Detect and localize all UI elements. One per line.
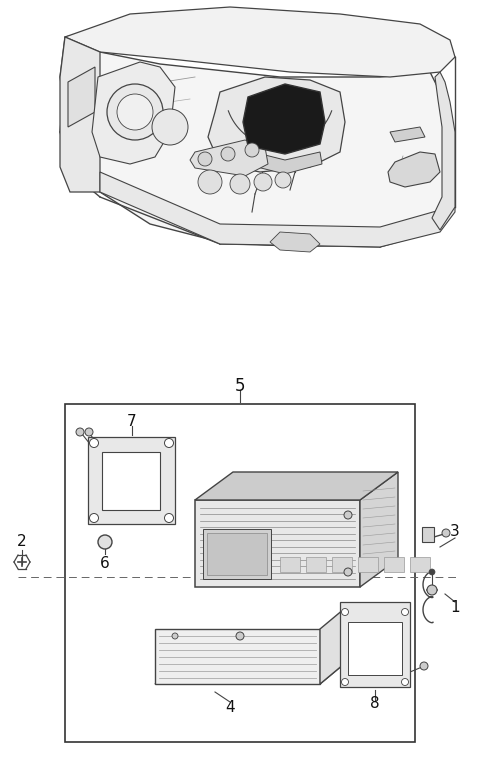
Polygon shape <box>88 437 175 524</box>
Bar <box>358 557 378 572</box>
Polygon shape <box>92 62 175 164</box>
Circle shape <box>117 94 153 130</box>
Bar <box>207 533 267 575</box>
Polygon shape <box>155 629 320 684</box>
Polygon shape <box>68 67 95 127</box>
Polygon shape <box>243 84 325 154</box>
Text: 5: 5 <box>235 377 245 395</box>
Circle shape <box>442 529 450 537</box>
Circle shape <box>198 152 212 166</box>
Circle shape <box>344 568 352 576</box>
Text: 7: 7 <box>127 415 137 429</box>
Polygon shape <box>270 232 320 252</box>
Circle shape <box>198 170 222 194</box>
Polygon shape <box>360 472 398 587</box>
Text: 2: 2 <box>17 534 27 550</box>
Bar <box>65 404 415 742</box>
Polygon shape <box>340 602 410 687</box>
Polygon shape <box>155 659 350 684</box>
Bar <box>203 529 271 579</box>
Text: 8: 8 <box>370 696 380 712</box>
Circle shape <box>165 438 173 448</box>
Circle shape <box>401 608 408 615</box>
Text: 4: 4 <box>225 699 235 715</box>
Circle shape <box>98 535 112 549</box>
Polygon shape <box>102 452 160 510</box>
Circle shape <box>341 679 348 686</box>
Text: 1: 1 <box>450 600 460 615</box>
Polygon shape <box>320 604 350 684</box>
Text: 3: 3 <box>450 524 460 540</box>
Circle shape <box>107 84 163 140</box>
Polygon shape <box>100 172 455 247</box>
Polygon shape <box>195 500 360 587</box>
Circle shape <box>236 632 244 640</box>
Text: 6: 6 <box>100 557 110 571</box>
Circle shape <box>401 679 408 686</box>
Circle shape <box>152 109 188 145</box>
Bar <box>306 557 326 572</box>
Bar <box>384 557 404 572</box>
Polygon shape <box>195 472 398 500</box>
Circle shape <box>230 174 250 194</box>
Bar <box>422 527 434 542</box>
Bar <box>332 557 352 572</box>
Polygon shape <box>348 622 402 675</box>
Polygon shape <box>388 152 440 187</box>
Circle shape <box>165 513 173 523</box>
Circle shape <box>429 569 435 575</box>
Circle shape <box>341 608 348 615</box>
Polygon shape <box>208 77 345 172</box>
Bar <box>410 557 430 572</box>
Polygon shape <box>60 37 100 192</box>
Circle shape <box>420 662 428 670</box>
Polygon shape <box>390 127 425 142</box>
Polygon shape <box>190 140 268 176</box>
Polygon shape <box>245 150 322 174</box>
Circle shape <box>172 633 178 639</box>
Circle shape <box>85 428 93 436</box>
Polygon shape <box>432 72 455 230</box>
Circle shape <box>245 143 259 157</box>
Circle shape <box>344 511 352 519</box>
Circle shape <box>275 172 291 188</box>
Polygon shape <box>65 7 455 77</box>
Bar <box>280 557 300 572</box>
Polygon shape <box>60 37 455 247</box>
Circle shape <box>221 147 235 161</box>
Circle shape <box>76 428 84 436</box>
Circle shape <box>89 513 98 523</box>
Circle shape <box>427 585 437 595</box>
Circle shape <box>254 173 272 191</box>
Circle shape <box>89 438 98 448</box>
